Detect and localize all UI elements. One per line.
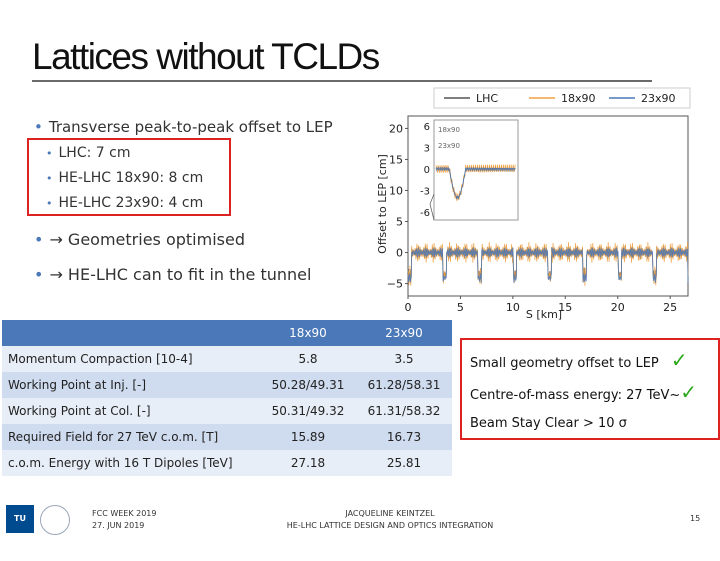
approx-mark: ~ [669,388,681,403]
check-icon: ✓ [680,380,698,404]
table-cell: 61.28/58.31 [356,372,452,398]
footer-subtitle: HE-LHC LATTICE DESIGN AND OPTICS INTEGRA… [286,521,494,530]
table-cell: 16.73 [356,424,452,450]
bullet-dot-icon: • [34,265,44,284]
bullet-dot-icon: • [46,172,53,185]
footer-event: FCC WEEK 2019 [92,509,157,518]
summary-energy: Centre-of-mass energy: 27 TeV~✓ [470,380,698,404]
subbullet-lhc: • LHC: 7 cm [46,145,131,161]
bullet-dot-icon: • [46,147,53,160]
chart-series [407,242,689,286]
summary-box: Small geometry offset to LEP ✓ Centre-of… [460,338,720,440]
x-tick-label: 25 [663,301,677,314]
table-header-cell: 18x90 [260,320,356,346]
inset-label: 23x90 [438,142,460,150]
y-tick-label: 5 [396,216,403,229]
chart-x-label: S [km] [526,308,562,321]
table-cell: 50.28/49.31 [260,372,356,398]
table-header-row: 18x90 23x90 [2,320,452,346]
title-divider [32,80,652,82]
chart-legend-items: LHC 18x90 23x90 [444,92,676,105]
table-row: Working Point at Inj. [-] 50.28/49.31 61… [2,372,452,398]
chart-y-ticks: 20 15 10 5 0 −5 [387,122,408,291]
inset-series-23x90 [435,166,516,200]
summary-geometry: Small geometry offset to LEP ✓ [470,348,688,372]
table-row: Momentum Compaction [10-4] 5.8 3.5 [2,346,452,372]
x-tick-label: 0 [405,301,412,314]
x-tick-label: 20 [611,301,625,314]
table-cell: 27.18 [260,450,356,476]
y-tick-label: 10 [389,184,403,197]
tu-wien-logo: TU WIEN [6,505,34,551]
bullet-dot-icon: • [46,197,53,210]
chart-inset-content: 6 3 0 -3 -6 18x90 23x90 [420,122,516,219]
inset-label: 18x90 [438,126,460,134]
inset-y-tick-label: 0 [424,165,430,176]
table-cell: c.o.m. Energy with 16 T Dipoles [TeV] [2,450,260,476]
chart-legend [433,87,691,109]
y-tick-label: 0 [396,247,403,260]
x-tick-label: 15 [558,301,572,314]
footer-date: 27. JUN 2019 [92,521,145,530]
table-cell: Required Field for 27 TeV c.o.m. [T] [2,424,260,450]
x-tick-label: 5 [457,301,464,314]
table-row: Required Field for 27 TeV c.o.m. [T] 15.… [2,424,452,450]
bullet-offset: • Transverse peak-to-peak offset to LEP [34,118,333,136]
offset-highlight-box [27,138,231,216]
table-header-cell: 23x90 [356,320,452,346]
inset-connector [429,193,435,205]
page-number: 15 [690,514,701,523]
summary-beam-stay-clear: Beam Stay Clear > 10 σ [470,416,627,431]
inset-y-tick-label: -6 [420,208,430,219]
table-cell: 15.89 [260,424,356,450]
table-cell: 3.5 [356,346,452,372]
university-seal-icon [40,505,70,535]
table-cell: Working Point at Col. [-] [2,398,260,424]
subbullet-18x90: • HE-LHC 18x90: 8 cm [46,170,204,186]
table-cell: 61.31/58.32 [356,398,452,424]
bullet-dot-icon: • [34,118,43,136]
y-tick-label: 20 [389,122,403,135]
inset-y-tick-label: 3 [424,144,430,155]
table-cell: Momentum Compaction [10-4] [2,346,260,372]
legend-label: 23x90 [641,92,676,105]
parameters-table: 18x90 23x90 Momentum Compaction [10-4] 5… [2,320,452,476]
y-tick-label: −5 [387,278,403,291]
inset-y-tick-label: -3 [420,187,430,198]
table-cell: 50.31/49.32 [260,398,356,424]
x-tick-label: 10 [506,301,520,314]
table-cell: 5.8 [260,346,356,372]
inset-connector [429,203,435,221]
table-row: c.o.m. Energy with 16 T Dipoles [TeV] 27… [2,450,452,476]
footer-author: JACQUELINE KEINTZEL [345,509,435,518]
series-line-23x90 [407,247,689,284]
slide-title: Lattices without TCLDs [32,36,380,77]
chart-y-label: Offset to LEP [cm] [376,154,389,254]
table-cell: 25.81 [356,450,452,476]
bullet-dot-icon: • [34,230,44,249]
legend-label: 18x90 [561,92,596,105]
chart-x-ticks: 0 5 10 15 20 25 [405,296,677,314]
legend-label: LHC [476,92,498,105]
table-cell: Working Point at Inj. [-] [2,372,260,398]
check-icon: ✓ [670,348,688,372]
inset-y-tick-label: 6 [424,122,430,133]
table-row: Working Point at Col. [-] 50.31/49.32 61… [2,398,452,424]
subbullet-23x90: • HE-LHC 23x90: 4 cm [46,195,204,211]
bullet-tunnel: • → HE-LHC can to fit in the tunnel [34,265,312,284]
bullet-geometries: • → Geometries optimised [34,230,245,249]
table-header-cell [2,320,260,346]
y-tick-label: 15 [389,153,403,166]
